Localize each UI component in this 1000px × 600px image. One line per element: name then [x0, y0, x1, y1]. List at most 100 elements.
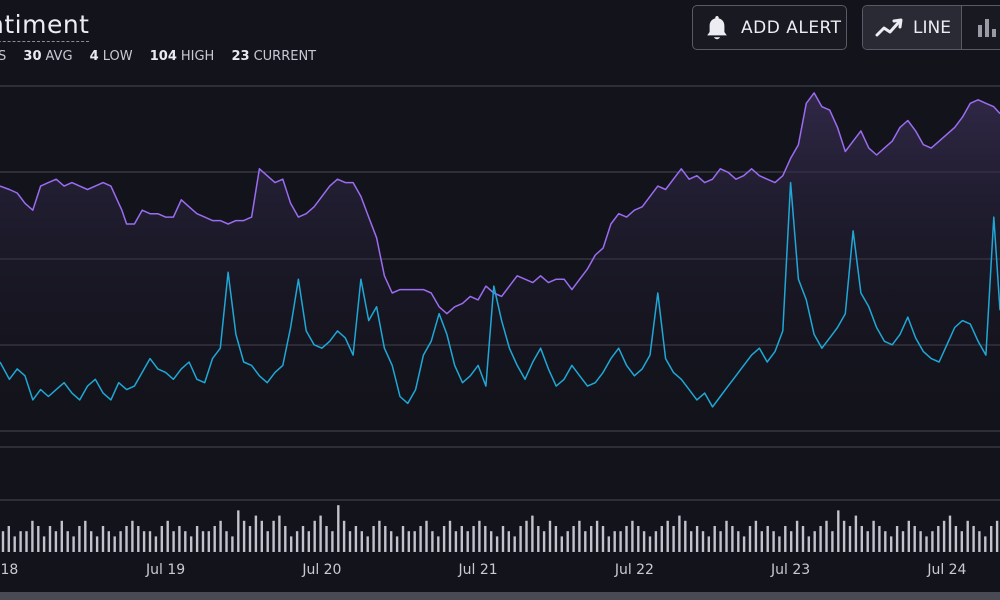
- volume-bar: [95, 536, 99, 552]
- volume-bar: [684, 520, 687, 552]
- volume-bar: [307, 531, 310, 552]
- volume-bar: [690, 531, 693, 552]
- stat-item: S: [0, 49, 7, 64]
- add-alert-button[interactable]: ADD ALERT: [692, 5, 847, 50]
- x-tick-label: Jul 19: [145, 562, 185, 578]
- volume-bar: [501, 526, 505, 552]
- volume-bar: [672, 526, 675, 552]
- volume-bar: [595, 520, 599, 552]
- volume-bar: [442, 526, 446, 552]
- volume-bar: [290, 536, 293, 552]
- volume-bar: [295, 531, 299, 552]
- add-alert-label: ADD ALERT: [741, 17, 842, 38]
- volume-bar: [778, 536, 781, 552]
- volume-bar: [931, 531, 934, 552]
- bar-chart-button[interactable]: [962, 6, 1000, 49]
- volume-bar: [495, 536, 499, 552]
- volume-bar: [825, 520, 828, 552]
- volume-bar: [37, 526, 40, 552]
- volume-bar: [166, 520, 169, 552]
- volume-bar: [919, 531, 922, 552]
- volume-bar: [119, 531, 122, 552]
- volume-bar: [607, 536, 610, 552]
- stat-average: 30 AVG: [23, 49, 73, 64]
- x-tick-label: Jul 24: [926, 562, 966, 578]
- volume-bar: [713, 526, 716, 552]
- volume-bar: [431, 531, 434, 552]
- volume-bar: [148, 531, 152, 552]
- volume-bar: [407, 531, 410, 552]
- x-tick-label: Jul 22: [614, 562, 654, 578]
- volume-bar: [578, 520, 581, 552]
- line-chart-icon: [875, 18, 903, 36]
- volume-bar: [542, 531, 546, 552]
- volume-bar: [890, 536, 893, 552]
- series-1-line: [0, 92, 1000, 315]
- volume-bar: [637, 526, 640, 552]
- volume-bar: [478, 520, 481, 552]
- volume-bar: [84, 520, 87, 552]
- volume-bar: [78, 526, 81, 552]
- volume-bar: [619, 531, 622, 552]
- volume-bar: [190, 536, 193, 552]
- volume-bar: [113, 536, 116, 552]
- volume-bar: [137, 526, 140, 552]
- volume-bar: [766, 526, 769, 552]
- line-chart-button[interactable]: LINE: [863, 6, 962, 49]
- volume-bar: [201, 531, 205, 552]
- volume-bar: [860, 526, 863, 552]
- volume-bar: [237, 510, 240, 552]
- volume-bar: [925, 536, 928, 552]
- volume-bar: [695, 526, 699, 552]
- volume-bar: [572, 526, 575, 552]
- volume-bar: [601, 526, 605, 552]
- volume-bar: [813, 531, 816, 552]
- volume-bar: [101, 526, 105, 552]
- volume-bar: [231, 536, 234, 552]
- horizontal-scrollbar[interactable]: [0, 592, 1000, 600]
- volume-bar: [742, 536, 746, 552]
- volume-bar: [425, 520, 428, 552]
- volume-bar: [13, 536, 16, 552]
- volume-bar: [972, 526, 975, 552]
- volume-bar: [866, 531, 869, 552]
- volume-bar: [248, 526, 252, 552]
- volume-bar: [7, 526, 10, 552]
- volume-bar: [519, 526, 522, 552]
- volume-bar: [995, 520, 999, 552]
- volume-bar: [966, 520, 969, 552]
- volume-bar: [795, 520, 799, 552]
- volume-bar: [125, 526, 128, 552]
- x-tick-label: Jul 20: [301, 562, 341, 578]
- volume-bar: [390, 531, 393, 552]
- volume-bar: [584, 531, 587, 552]
- volume-bar: [48, 526, 52, 552]
- volume-bar: [631, 520, 634, 552]
- volume-bar: [531, 515, 534, 552]
- volume-bar: [54, 531, 58, 552]
- volume-bar: [513, 536, 516, 552]
- volume-bar: [807, 536, 810, 552]
- volume-bar: [366, 536, 369, 552]
- page-title: ntiment: [0, 10, 90, 42]
- volume-bar: [419, 526, 422, 552]
- volume-bar: [284, 526, 287, 552]
- volume-bar: [372, 526, 375, 552]
- volume-bar: [707, 536, 710, 552]
- volume-bar: [25, 531, 28, 552]
- volume-bar: [801, 526, 805, 552]
- volume-bar: [207, 531, 210, 552]
- volume-bar: [701, 531, 705, 552]
- volume-bar: [107, 531, 110, 552]
- volume-bar: [154, 536, 158, 552]
- volume-bar: [913, 526, 916, 552]
- stat-current: 23 CURRENT: [231, 49, 317, 64]
- volume-bar: [507, 531, 510, 552]
- volume-bar: [172, 531, 175, 552]
- x-tick-label: Jul 21: [458, 562, 498, 578]
- volume-bar: [90, 531, 93, 552]
- volume-bar: [666, 520, 669, 552]
- volume-bar: [548, 520, 552, 552]
- volume-bar: [490, 531, 493, 552]
